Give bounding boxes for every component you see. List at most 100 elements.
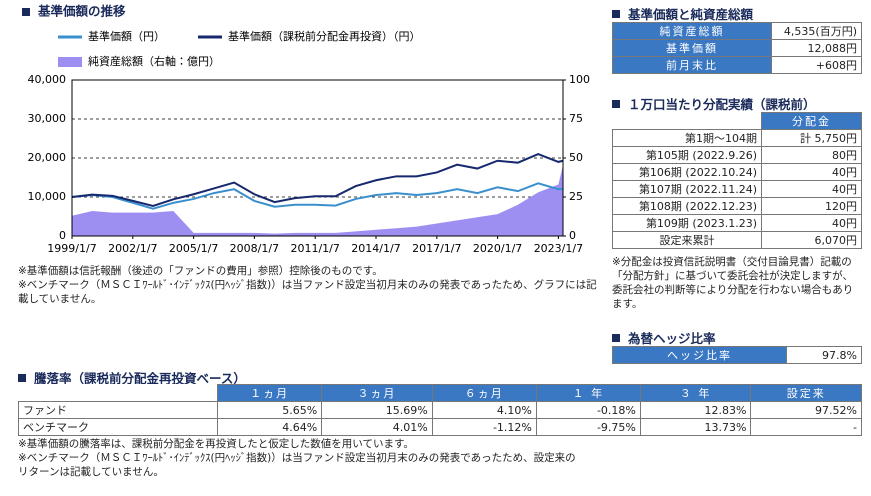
y-tick-label: 20,000 (28, 151, 67, 164)
distribution-table: 分配金 第1期～104期計 5,750円 第105期 (2022.9.26) 80円第… (612, 112, 862, 249)
cell: 6,070円 (761, 231, 862, 249)
section-title: １万口当たり分配実績（課税前） (612, 94, 816, 113)
cell: 5.65% (216, 401, 323, 419)
column-header: １ヵ月 (216, 384, 323, 402)
table-row: 設定来累計 6,070円 (612, 231, 862, 249)
cell: 4,535(百万円) (771, 22, 862, 40)
area (72, 165, 563, 236)
row-label: 設定来累計 (612, 231, 762, 249)
row-label: 純資産総額 (612, 22, 772, 40)
column-header: ３ヵ月 (321, 384, 433, 402)
table-row: ファンド 5.65% 15.69% 4.10% -0.18% 12.83% 97.52% (18, 401, 862, 419)
returns-notes: ※基準価額の騰落率は、課税前分配金を再投資したと仮定した数値を用いています。 ※ベ… (18, 437, 578, 479)
column-header: ３ 年 (639, 384, 752, 402)
x-tick-label: 2008/1/7 (230, 242, 279, 255)
row-label: 第109期 (2023.1.23) (612, 214, 762, 232)
title-bullet (22, 8, 30, 16)
table-row: 第105期 (2022.9.26) 80円 (612, 146, 862, 164)
table-row: 第109期 (2023.1.23) 40円 (612, 214, 862, 232)
cell: 97.52% (750, 401, 862, 419)
section-title: 騰落率（課税前分配金再投資ベース） (18, 368, 246, 387)
plot-frame (71, 79, 564, 237)
row-label: 前月末比 (612, 56, 772, 74)
x-tick-label: 1999/1/7 (47, 242, 96, 255)
section-title: 為替ヘッジ比率 (612, 328, 716, 347)
y-tick-label: 30,000 (28, 112, 67, 125)
y-tick-label: 40,000 (28, 73, 67, 86)
chart: 基準価額の推移 0 10,000 20,000 30,000 40,000 0 25 50 75… (22, 4, 590, 255)
cell: +608円 (771, 56, 862, 74)
cell: 40円 (761, 163, 862, 181)
column-header: 設定来 (750, 384, 862, 402)
table-row: ベンチマーク 4.64% 4.01% -1.12% -9.75% 13.73% - (18, 418, 862, 436)
cell: 15.69% (321, 401, 433, 419)
column-header: １ 年 (535, 384, 641, 402)
table-row: 前月末比 +608円 (612, 56, 862, 74)
section-title: 基準価額と純資産総額 (612, 4, 753, 23)
cell: 80円 (761, 146, 862, 164)
cell: 120円 (761, 197, 862, 215)
cell: 40円 (761, 180, 862, 198)
x-tick-label: 2014/1/7 (351, 242, 400, 255)
line (71, 182, 564, 210)
cell: 計 5,750円 (761, 129, 862, 147)
row-label: 第1期～104期 (612, 129, 762, 147)
row-label: ベンチマーク (18, 418, 218, 436)
cell: 13.73% (639, 418, 752, 436)
cell: 40円 (761, 214, 862, 232)
note-line: ※ベンチマーク（ＭＳＣＩﾜｰﾙﾄﾞ･ｲﾝﾃﾞｯｸｽ(円ﾍｯｼﾞ指数)）は当ファン… (18, 452, 576, 478)
note-line: ※ベンチマーク（ＭＳＣＩﾜｰﾙﾄﾞ･ｲﾝﾃﾞｯｸｽ(円ﾍｯｼﾞ指数)）は当ファン… (18, 279, 597, 305)
x-tick-label: 2020/1/7 (473, 242, 522, 255)
row-label: 第105期 (2022.9.26) (612, 146, 762, 164)
x-tick-label: 2023/1/7 (534, 242, 583, 255)
table-row: ヘッジ比率 97.8% (612, 346, 862, 364)
cell: 97.8% (786, 346, 862, 364)
cell: 4.64% (216, 418, 323, 436)
row-label: 基準価額 (612, 39, 772, 57)
legend-label: 純資産総額（右軸：億円） (88, 54, 220, 68)
table-row: 第106期 (2022.10.24) 40円 (612, 163, 862, 181)
x-tick-label: 2005/1/7 (169, 242, 218, 255)
cell: 12.83% (639, 401, 752, 419)
row-label: 第107期 (2022.11.24) (612, 180, 762, 198)
cell: 12,088円 (771, 39, 862, 57)
x-tick-label: 2011/1/7 (290, 242, 339, 255)
y-tick-label: 0 (59, 229, 66, 242)
legend-label: 基準価額（円） (88, 29, 165, 43)
x-tick-label: 2002/1/7 (108, 242, 157, 255)
y-tick-label: 10,000 (28, 190, 67, 203)
y2-tick-label: 50 (569, 151, 583, 164)
cell: - (750, 418, 862, 436)
note-line: ※基準価額は信託報酬（後述の「ファンドの費用」参照）控除後のものです。 (18, 265, 383, 277)
y2-tick-label: 25 (569, 190, 583, 203)
table-row: 基準価額 12,088円 (612, 39, 862, 57)
cell: -1.12% (431, 418, 537, 436)
nav-table: 純資産総額 4,535(百万円) 基準価額 12,088円 前月末比 +608円 (612, 22, 862, 74)
row-label: ヘッジ比率 (612, 346, 787, 364)
row-label: 第106期 (2022.10.24) (612, 163, 762, 181)
blank-cell (18, 384, 218, 402)
column-header: 分配金 (761, 112, 862, 130)
table-row: 第108期 (2022.12.23) 120円 (612, 197, 862, 215)
y2-tick-label: 100 (569, 73, 590, 86)
table-row: 第1期～104期計 5,750円 (612, 129, 862, 147)
table-row: 第107期 (2022.11.24) 40円 (612, 180, 862, 198)
table-row: 分配金 (612, 112, 862, 130)
distribution-note: ※分配金は投資信託説明書（交付目論見書）記載の「分配方針」に基づいて委託会社が決… (612, 256, 854, 310)
note-line: ※基準価額の騰落率は、課税前分配金を再投資したと仮定した数値を用いています。 (18, 438, 414, 450)
row-label: 第108期 (2022.12.23) (612, 197, 762, 215)
y2-tick-label: 0 (569, 229, 576, 242)
row-label: ファンド (18, 401, 218, 419)
cell: 4.01% (321, 418, 433, 436)
chart-title: 基準価額の推移 (37, 4, 126, 19)
cell: 4.10% (431, 401, 537, 419)
chart-notes: ※基準価額は信託報酬（後述の「ファンドの費用」参照）控除後のものです。 ※ベンチマ… (18, 264, 603, 306)
cell: -9.75% (535, 418, 641, 436)
line (71, 153, 564, 208)
blank-cell (612, 112, 762, 130)
hedge-table: ヘッジ比率 97.8% (612, 346, 862, 364)
section-title-text: 基準価額と純資産総額 (628, 7, 754, 22)
section-title-text: １万口当たり分配実績（課税前） (628, 97, 816, 112)
